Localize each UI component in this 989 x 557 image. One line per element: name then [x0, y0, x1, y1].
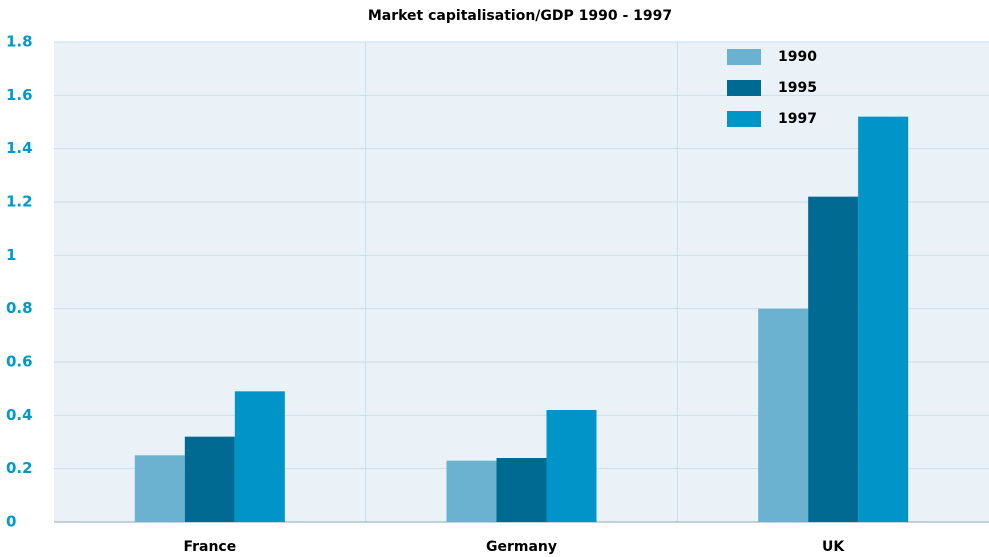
legend-label: 1995 [778, 80, 817, 96]
y-tick-label: 1.8 [6, 33, 33, 51]
y-tick-label: 1 [6, 246, 16, 264]
bar [808, 196, 859, 522]
bar [496, 458, 547, 522]
legend-swatch [727, 49, 761, 65]
legend-swatch [727, 111, 761, 127]
legend-label: 1997 [778, 111, 817, 127]
y-tick-label: 0 [6, 513, 16, 531]
bar [446, 460, 497, 522]
x-tick-label: Germany [486, 539, 557, 555]
y-tick-label: 0.8 [6, 299, 33, 317]
y-tick-label: 1.6 [6, 86, 33, 104]
y-tick-label: 0.4 [6, 406, 33, 424]
y-tick-label: 1.4 [6, 139, 33, 157]
bar [758, 308, 809, 522]
y-tick-label: 0.6 [6, 353, 33, 371]
bar [858, 116, 909, 523]
x-tick-label: UK [822, 539, 845, 555]
y-tick-label: 0.2 [6, 459, 33, 477]
legend-label: 1990 [778, 49, 817, 65]
bar [234, 391, 285, 522]
y-tick-label: 1.2 [6, 193, 33, 211]
x-tick-label: France [183, 539, 236, 555]
chart-title: Market capitalisation/GDP 1990 - 1997 [368, 8, 672, 24]
bar [134, 455, 185, 522]
bar [546, 410, 597, 522]
legend-swatch [727, 80, 761, 96]
bar [184, 436, 235, 522]
